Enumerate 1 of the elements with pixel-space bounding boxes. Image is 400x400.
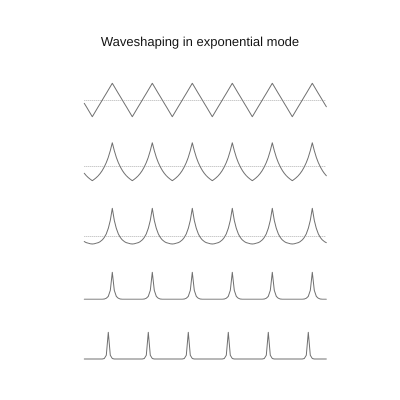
chart-title: Waveshaping in exponential mode xyxy=(100,34,300,49)
